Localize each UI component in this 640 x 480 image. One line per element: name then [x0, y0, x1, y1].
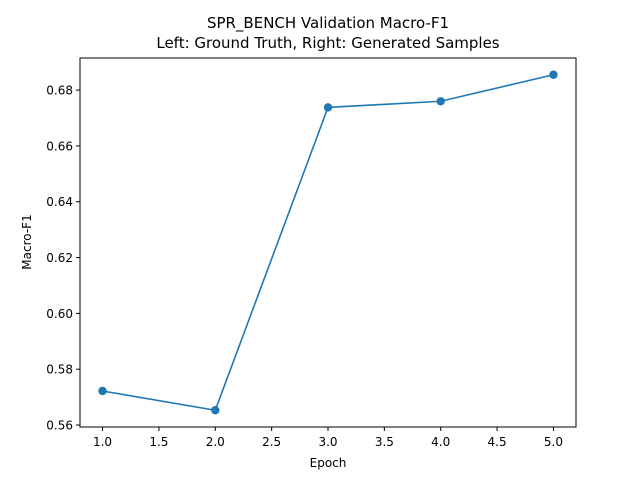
y-axis-label: Macro-F1	[20, 214, 34, 269]
y-tick-label: 0.66	[46, 139, 73, 153]
x-tick-label: 2.0	[206, 435, 225, 449]
y-tick-label: 0.68	[46, 84, 73, 98]
chart-title-line2: Left: Ground Truth, Right: Generated Sam…	[156, 34, 499, 52]
data-point	[436, 97, 445, 106]
y-tick-label: 0.60	[46, 307, 73, 321]
x-tick-label: 3.0	[318, 435, 337, 449]
x-axis-ticks: 1.0 1.5 2.0 2.5 3.0 3.5 4.0 4.5 5.0	[93, 427, 563, 449]
x-axis-label: Epoch	[310, 456, 347, 470]
data-point	[549, 70, 558, 79]
data-point	[323, 103, 333, 112]
x-tick-label: 4.5	[488, 435, 507, 449]
series-layer	[98, 70, 558, 415]
data-point	[211, 406, 220, 415]
x-tick-label: 4.0	[431, 435, 450, 449]
chart-title-line1: SPR_BENCH Validation Macro-F1	[207, 14, 449, 33]
y-tick-label: 0.58	[46, 363, 73, 377]
x-tick-label: 2.5	[262, 435, 281, 449]
y-tick-label: 0.56	[46, 419, 73, 433]
x-tick-label: 1.5	[149, 435, 168, 449]
data-point	[98, 386, 107, 396]
x-tick-label: 1.0	[93, 435, 112, 449]
y-tick-label: 0.62	[46, 251, 73, 265]
y-tick-label: 0.64	[46, 195, 73, 209]
x-tick-label: 5.0	[544, 435, 563, 449]
y-axis-ticks: 0.56 0.58 0.60 0.62 0.64 0.66 0.68	[46, 84, 80, 433]
x-tick-label: 3.5	[375, 435, 394, 449]
series-line	[102, 73, 554, 412]
plot-area	[79, 57, 577, 428]
